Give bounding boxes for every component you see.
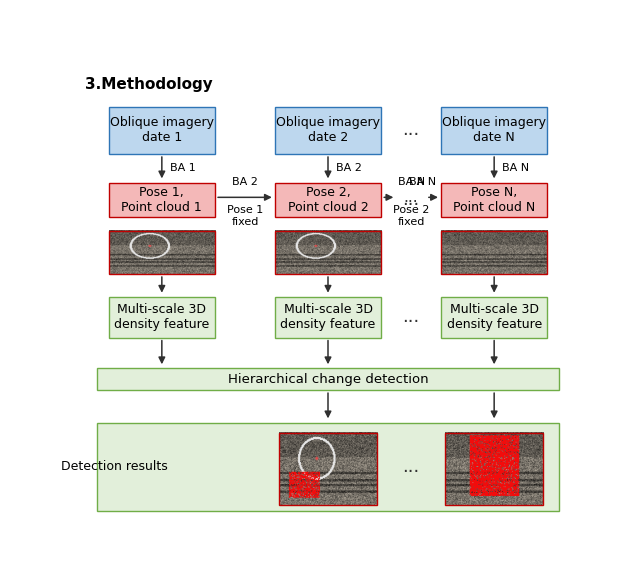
FancyBboxPatch shape [441, 106, 547, 154]
Text: Oblique imagery
date N: Oblique imagery date N [442, 116, 546, 144]
FancyBboxPatch shape [109, 183, 215, 216]
Text: ...: ... [403, 308, 420, 326]
Text: BA 1: BA 1 [170, 163, 196, 173]
Text: Multi-scale 3D
density feature: Multi-scale 3D density feature [114, 303, 209, 331]
Text: 3.Methodology: 3.Methodology [85, 78, 212, 92]
FancyBboxPatch shape [97, 369, 559, 390]
Text: BA N: BA N [502, 163, 529, 173]
Text: BA N: BA N [397, 178, 425, 188]
Text: Pose 2
fixed: Pose 2 fixed [393, 205, 429, 227]
FancyBboxPatch shape [441, 297, 547, 338]
Text: ...: ... [403, 191, 420, 209]
Text: Oblique imagery
date 1: Oblique imagery date 1 [110, 116, 214, 144]
FancyBboxPatch shape [109, 297, 215, 338]
FancyBboxPatch shape [441, 183, 547, 216]
Text: Pose 2,
Point cloud 2: Pose 2, Point cloud 2 [287, 186, 369, 213]
Text: BA 2: BA 2 [336, 163, 362, 173]
Text: ...: ... [403, 457, 420, 476]
FancyBboxPatch shape [275, 297, 381, 338]
Text: ...: ... [403, 121, 420, 139]
Text: ...: ... [404, 190, 419, 205]
Text: Multi-scale 3D
density feature: Multi-scale 3D density feature [280, 303, 376, 331]
Text: Oblique imagery
date 2: Oblique imagery date 2 [276, 116, 380, 144]
Text: BA N: BA N [409, 178, 436, 188]
FancyBboxPatch shape [109, 106, 215, 154]
Text: Pose 1,
Point cloud 1: Pose 1, Point cloud 1 [122, 186, 202, 213]
FancyBboxPatch shape [97, 423, 559, 511]
FancyBboxPatch shape [275, 106, 381, 154]
Text: Detection results: Detection results [61, 460, 168, 473]
Text: Multi-scale 3D
density feature: Multi-scale 3D density feature [447, 303, 542, 331]
Text: Pose N,
Point cloud N: Pose N, Point cloud N [453, 186, 535, 213]
Text: Pose 1
fixed: Pose 1 fixed [227, 205, 263, 227]
Text: Hierarchical change detection: Hierarchical change detection [228, 373, 428, 386]
Text: BA 2: BA 2 [232, 178, 258, 188]
FancyBboxPatch shape [275, 183, 381, 216]
